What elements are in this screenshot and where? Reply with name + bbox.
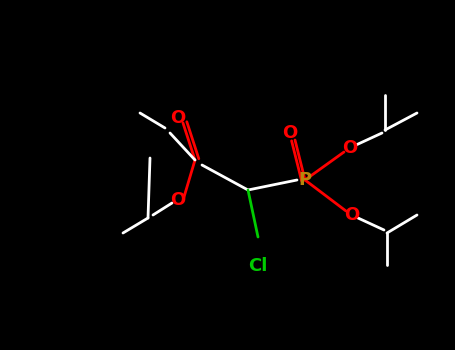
Text: O: O [344,206,359,224]
Text: O: O [283,124,298,142]
Text: O: O [170,109,186,127]
Text: P: P [298,171,312,189]
Text: Cl: Cl [248,257,268,275]
Text: O: O [170,191,186,209]
Text: O: O [342,139,358,157]
